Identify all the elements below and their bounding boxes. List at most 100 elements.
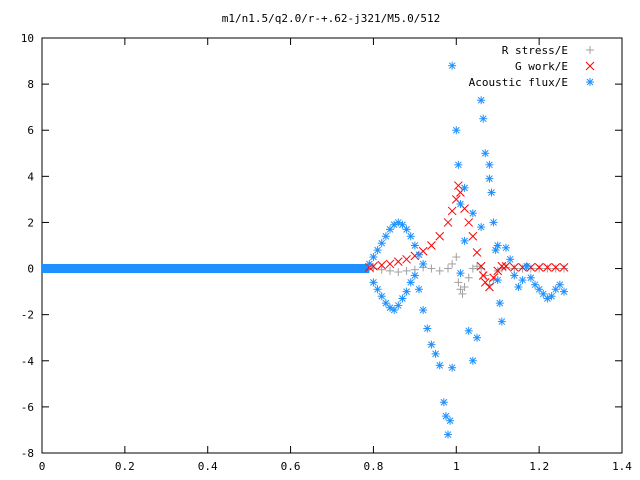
data-point: [476, 261, 486, 271]
data-point: [468, 231, 478, 241]
data-point: [410, 241, 419, 250]
data-point: [551, 285, 560, 294]
data-point: [547, 292, 556, 301]
data-point: [443, 218, 453, 227]
data-point: [464, 218, 474, 227]
data-point: [559, 263, 569, 272]
data-point: [447, 206, 457, 216]
data-point: [377, 265, 386, 274]
data-point: [410, 271, 419, 280]
legend-label: Acoustic flux/E: [469, 76, 568, 89]
data-point: [402, 266, 411, 275]
data-point: [485, 174, 494, 183]
x-tick-label: 0.8: [363, 460, 383, 473]
data-point: [406, 232, 415, 241]
data-point: [481, 271, 490, 280]
data-point: [477, 96, 486, 105]
data-point: [435, 231, 445, 241]
legend-label: G work/E: [515, 60, 568, 73]
x-tick-label: 0: [39, 460, 46, 473]
data-point: [510, 264, 519, 273]
data-point: [485, 282, 494, 292]
legend-label: R stress/E: [502, 44, 568, 57]
y-tick-label: 6: [27, 124, 34, 137]
y-tick-label: 4: [27, 170, 34, 183]
data-point: [427, 264, 436, 273]
data-point: [526, 273, 535, 282]
data-point: [394, 301, 403, 310]
data-point: [377, 260, 387, 270]
data-point: [369, 253, 378, 262]
data-point: [454, 160, 463, 169]
data-point: [402, 225, 411, 234]
data-point: [456, 269, 465, 278]
data-point: [468, 356, 477, 365]
data-point: [543, 264, 552, 273]
legend-marker: [586, 46, 594, 54]
data-point: [534, 263, 544, 272]
data-point: [452, 126, 461, 135]
data-point: [456, 285, 465, 294]
data-point: [415, 250, 423, 259]
y-tick-label: 10: [21, 32, 34, 45]
data-point: [497, 317, 506, 326]
data-point: [509, 263, 519, 272]
data-point: [535, 264, 544, 273]
y-tick-label: -4: [21, 355, 35, 368]
legend-marker: [585, 61, 595, 71]
chart-title: m1/n1.5/q2.0/r-+.62-j321/M5.0/512: [222, 12, 441, 25]
legend-marker: [586, 78, 594, 86]
data-point: [493, 276, 502, 285]
data-point: [448, 61, 457, 70]
data-point: [444, 264, 452, 273]
data-point: [481, 149, 490, 158]
data-point: [398, 294, 407, 303]
data-point: [473, 333, 481, 342]
y-tick-label: -2: [21, 309, 34, 322]
data-point: [394, 268, 403, 277]
data-point: [472, 248, 482, 257]
data-point: [489, 218, 498, 227]
x-tick-label: 1: [453, 460, 460, 473]
data-point: [460, 183, 469, 192]
x-tick-label: 0.6: [281, 460, 301, 473]
data-point: [551, 264, 560, 273]
data-point: [502, 243, 510, 252]
data-point: [493, 241, 502, 250]
data-point: [460, 283, 469, 291]
data-point: [431, 349, 440, 358]
data-point: [485, 160, 494, 169]
data-point: [518, 276, 527, 285]
data-point: [506, 255, 515, 264]
x-tick-label: 0.2: [115, 460, 135, 473]
y-tick-label: -8: [21, 447, 34, 460]
data-point: [487, 188, 496, 197]
data-point: [458, 289, 467, 298]
data-point: [448, 363, 457, 372]
data-point: [495, 299, 504, 308]
data-point: [446, 416, 455, 425]
data-point: [522, 262, 531, 271]
data-point: [501, 261, 511, 271]
data-point: [386, 266, 394, 275]
data-point: [435, 266, 444, 275]
data-point: [377, 239, 386, 248]
data-point: [373, 246, 382, 255]
y-tick-label: 2: [27, 216, 34, 229]
data-point: [452, 253, 461, 262]
data-point: [415, 285, 423, 294]
series-1: [364, 181, 569, 292]
data-point: [419, 259, 428, 268]
data-point: [393, 257, 403, 266]
data-point: [518, 264, 527, 273]
data-point: [435, 361, 444, 370]
data-point: [543, 263, 552, 272]
data-point: [385, 259, 395, 269]
data-point: [365, 259, 374, 268]
y-tick-label: 0: [27, 263, 34, 276]
x-tick-label: 1.2: [529, 460, 549, 473]
data-point: [369, 278, 378, 287]
data-point: [381, 232, 390, 241]
data-point: [526, 264, 535, 273]
